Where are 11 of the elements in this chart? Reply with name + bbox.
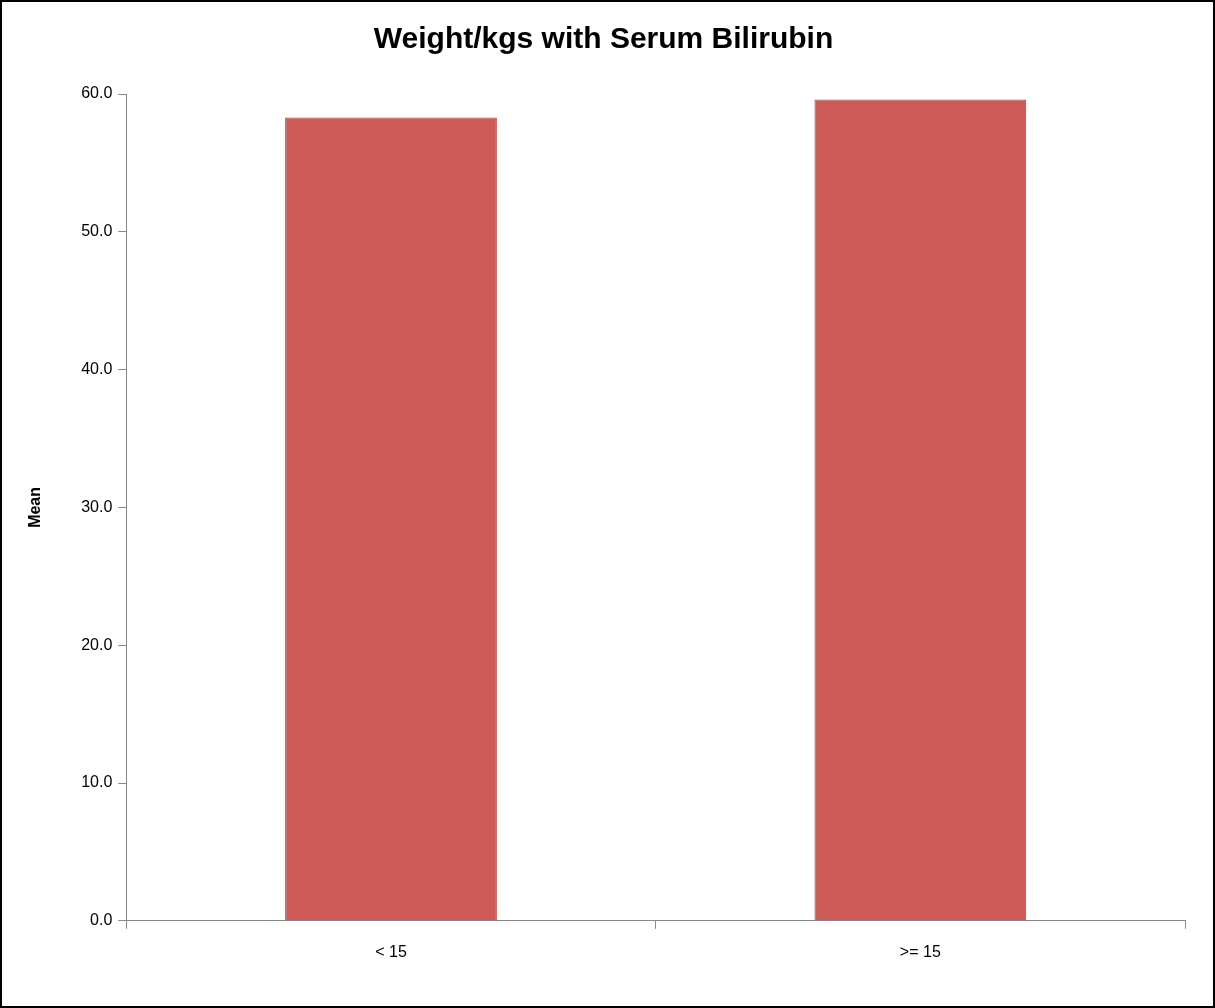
y-tick-label: 10.0	[81, 773, 113, 791]
y-tick-label: 30.0	[81, 497, 113, 515]
y-tick-label: 60.0	[81, 84, 113, 102]
chart-title: Weight/kgs with Serum Bilirubin	[373, 21, 834, 55]
x-tick-label: >= 15	[899, 942, 941, 960]
y-tick-label: 0.0	[90, 911, 113, 929]
x-tick-label: < 15	[375, 942, 407, 960]
y-axis-title: Mean	[26, 486, 44, 528]
y-tick-label: 50.0	[81, 222, 113, 240]
y-tick-label: 20.0	[81, 635, 113, 653]
y-tick-label: 40.0	[81, 360, 113, 378]
